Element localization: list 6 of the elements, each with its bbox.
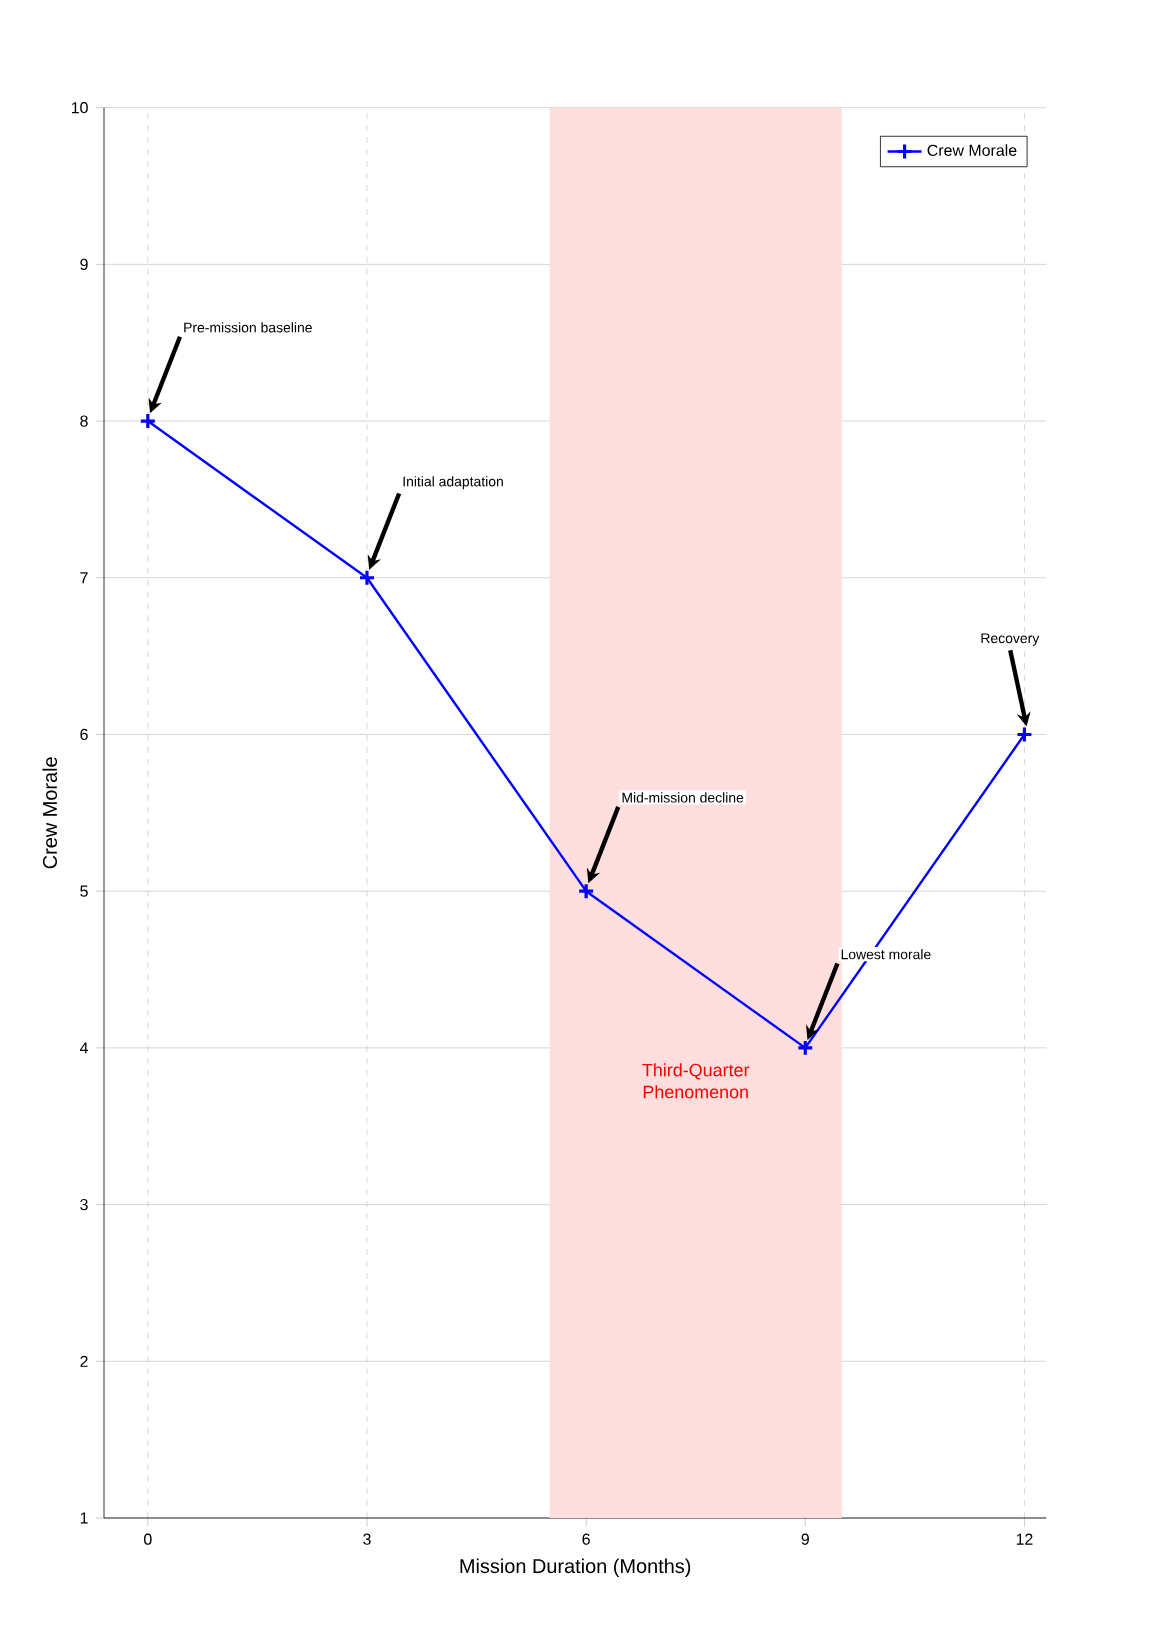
- x-axis-title: Mission Duration (Months): [460, 1558, 691, 1578]
- y-axis-title: Crew Morale: [42, 757, 58, 869]
- point: [796, 1039, 814, 1057]
- point: [358, 569, 376, 587]
- point: [577, 882, 595, 900]
- band-label: Third-Quarter Phenomenon: [642, 1063, 750, 1099]
